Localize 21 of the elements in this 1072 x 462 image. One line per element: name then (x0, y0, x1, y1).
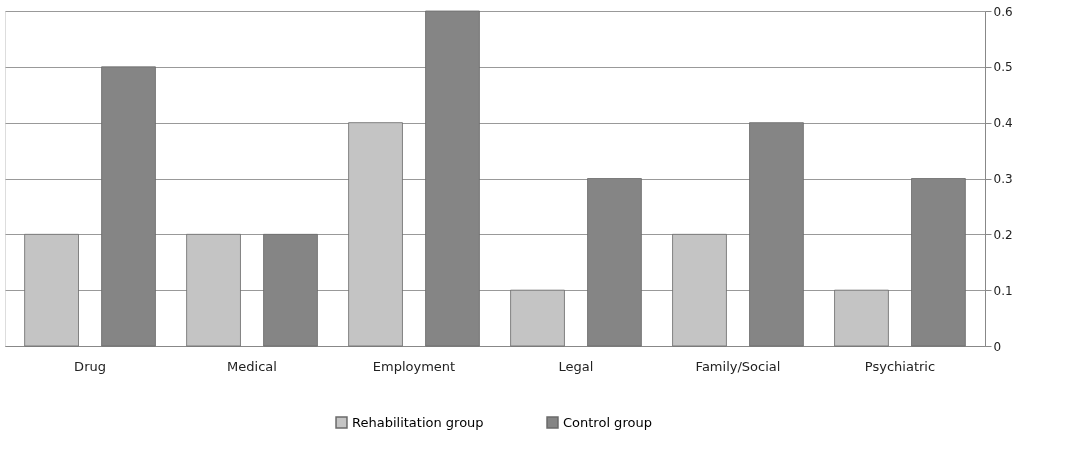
y-tick-label: 0.2 (993, 227, 1013, 242)
legend-label: Rehabilitation group (352, 414, 484, 430)
bar (348, 122, 403, 347)
x-tick-label: Medical (227, 358, 277, 374)
legend-label: Control group (563, 414, 652, 430)
bar (510, 289, 565, 347)
y-tick-label: 0.6 (993, 4, 1013, 19)
y-tick-label: 0.4 (993, 116, 1013, 131)
y-tick-label: 0.5 (993, 60, 1013, 75)
bar (24, 233, 79, 347)
y-tick-label: 0.3 (993, 172, 1013, 186)
y-tick-label: 0.1 (993, 283, 1013, 298)
x-tick-label: Drug (74, 358, 106, 374)
x-tick-label: Employment (372, 358, 456, 374)
bar (186, 233, 241, 347)
bar (834, 289, 889, 347)
x-tick-label: Legal (558, 358, 594, 374)
x-tick-label: Family/Social (695, 358, 781, 374)
bar (672, 233, 727, 347)
x-tick-label: Psychiatric (864, 358, 936, 374)
y-tick-label: 0 (993, 339, 1002, 354)
